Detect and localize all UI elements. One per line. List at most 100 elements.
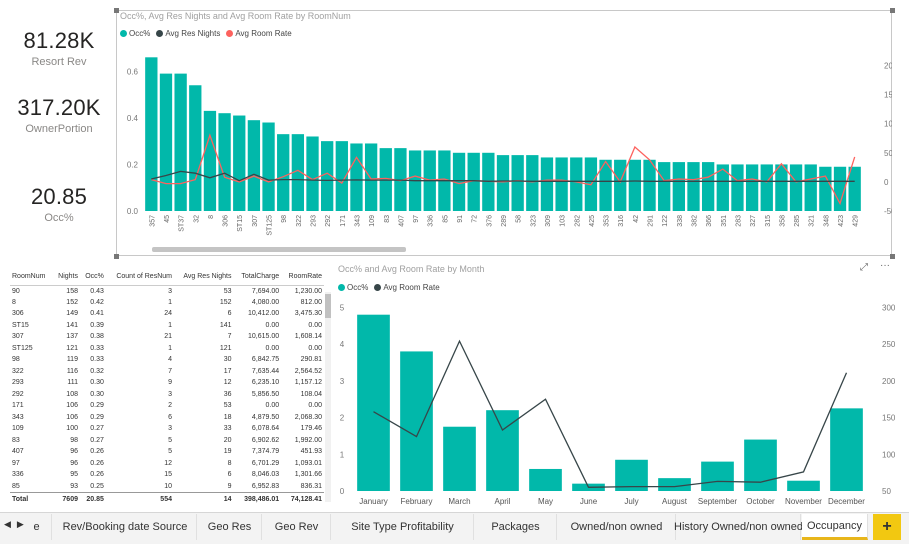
x-tick-label: 282 [574, 215, 581, 227]
table-cell: 33 [223, 425, 232, 433]
x-tick-label: October [746, 497, 775, 506]
table-cell: 1,301.66 [294, 471, 322, 479]
table-cell: 0.26 [90, 448, 104, 456]
column-header[interactable]: Nights [52, 268, 80, 286]
page-tab[interactable]: Site Type Profitability [332, 514, 474, 540]
table-cell: 0.00 [308, 321, 322, 329]
x-tick-label: ST125 [267, 215, 274, 236]
y-right-tick-label: 2000 [884, 61, 892, 70]
legend-item[interactable]: Avg Room Rate [226, 29, 292, 38]
column-header[interactable]: Count of ResNum [105, 268, 174, 286]
table-row[interactable]: 293 111 0.30 9 12 6,235.10 1,157.12 [10, 377, 324, 389]
column-header[interactable]: Occ% [79, 268, 106, 286]
page-tab[interactable]: Occupancy [802, 514, 868, 540]
y-left-tick-label: 4 [340, 340, 345, 349]
scroll-thumb[interactable] [325, 294, 331, 318]
y-left-tick-label: 0.6 [127, 67, 139, 76]
column-header[interactable]: TotalCharge [233, 268, 282, 286]
table-row[interactable]: 306 149 0.41 24 6 10,412.00 3,475.30 [10, 308, 324, 320]
table-row[interactable]: 97 96 0.26 12 8 6,701.29 1,093.01 [10, 458, 324, 470]
occ-bar [529, 468, 562, 491]
resize-handle[interactable] [890, 8, 895, 13]
table-row[interactable]: 109 100 0.27 3 33 6,078.64 179.46 [10, 423, 324, 435]
table-row[interactable]: 322 116 0.32 7 17 7,635.44 2,564.52 [10, 366, 324, 378]
resize-handle[interactable] [114, 254, 119, 259]
table-row[interactable]: 307 137 0.38 21 7 10,615.00 1,608.14 [10, 331, 324, 343]
next-tab-arrow-icon[interactable]: ▶ [16, 519, 24, 529]
avg-res-nights-line [151, 170, 855, 182]
table-cell: 106 [66, 413, 78, 421]
page-tab[interactable]: Geo Rev [263, 514, 331, 540]
focus-mode-icon[interactable]: ⤢ [860, 262, 868, 273]
legend-item[interactable]: Occ% [338, 283, 368, 292]
x-tick-label: ST37 [179, 215, 186, 232]
x-tick-label: 103 [560, 215, 567, 227]
x-tick-label: 122 [662, 215, 669, 227]
table-cell: 0.00 [308, 344, 322, 352]
x-tick-label: 338 [677, 215, 684, 227]
table-vertical-scrollbar[interactable] [325, 292, 331, 502]
chart1-selection-frame[interactable] [116, 10, 892, 256]
page-tab[interactable]: Rev/Booking date Source [54, 514, 197, 540]
legend-item[interactable]: Avg Room Rate [374, 283, 440, 292]
y-right-tick-label: 200 [882, 377, 896, 386]
more-options-icon[interactable]: ··· [880, 260, 890, 271]
occ-bar [467, 152, 480, 211]
page-tab[interactable]: Geo Res [198, 514, 262, 540]
table-cell: 93 [70, 482, 78, 490]
resize-handle[interactable] [890, 254, 895, 259]
page-tab[interactable]: e [22, 514, 52, 540]
column-header[interactable]: Avg Res Nights [173, 268, 234, 286]
column-header[interactable]: RoomNum [10, 268, 53, 286]
table-row[interactable]: 83 98 0.27 5 20 6,902.62 1,992.00 [10, 435, 324, 447]
table-row[interactable]: 343 106 0.29 6 18 4,879.50 2,068.30 [10, 412, 324, 424]
legend-item[interactable]: Occ% [120, 29, 150, 38]
table-cell: 0.43 [90, 287, 104, 295]
page-tab[interactable]: Packages [475, 514, 557, 540]
prev-tab-arrow-icon[interactable]: ◀ [4, 519, 11, 529]
add-page-button[interactable]: + [873, 514, 901, 540]
x-tick-label: ST15 [237, 215, 244, 232]
table-row[interactable]: 336 95 0.26 15 6 8,046.03 1,301.66 [10, 469, 324, 481]
table-row[interactable]: 98 119 0.33 4 30 6,842.75 290.81 [10, 354, 324, 366]
occ-bar [277, 134, 290, 211]
table-row[interactable]: 407 96 0.26 5 19 7,374.79 451.93 [10, 446, 324, 458]
chart2-plot[interactable]: 5 4 3 2 1 0 300 250 200 150 100 50 January February Ma… [334, 292, 904, 512]
x-tick-label: 425 [589, 215, 596, 227]
occ-bar [599, 159, 612, 211]
chart1-horizontal-scrollbar[interactable] [152, 247, 406, 252]
table-row[interactable]: 90 158 0.43 3 53 7,694.00 1,230.00 [10, 285, 324, 297]
table-row[interactable]: 171 106 0.29 2 53 0.00 0.00 [10, 400, 324, 412]
table-cell: 290.81 [300, 356, 322, 364]
y-right-tick-label: 150 [882, 414, 896, 423]
table-row[interactable]: 292 108 0.30 3 36 5,856.50 108.04 [10, 389, 324, 401]
y-left-tick-label: 2 [340, 414, 345, 423]
occ-bar [745, 164, 759, 211]
table-cell: 336 [12, 471, 24, 479]
table-cell: 111 [67, 379, 78, 387]
chart1-title: Occ%, Avg Res Nights and Avg Room Rate b… [120, 11, 351, 21]
table-cell: 95 [70, 471, 78, 479]
table-cell: 8 [12, 298, 16, 306]
page-tab[interactable]: History Owned/non owned [674, 514, 803, 540]
column-header[interactable]: RoomRate [281, 268, 324, 286]
table-row[interactable]: 85 93 0.25 10 9 6,952.83 836.31 [10, 481, 324, 493]
table-row[interactable]: 8 152 0.42 1 152 4,080.00 812.00 [10, 297, 324, 309]
y-right-tick-label: 0 [884, 178, 889, 187]
table-cell: 4,879.50 [251, 413, 280, 421]
table-cell: 1 [168, 344, 172, 352]
legend-item[interactable]: Avg Res Nights [156, 29, 220, 38]
table-cell: 0.32 [90, 367, 104, 375]
x-tick-label: 291 [648, 215, 655, 227]
y-right-tick-label: 100 [882, 450, 896, 459]
x-tick-label: 315 [765, 215, 772, 227]
room-table[interactable]: RoomNum Nights Occ% Count of ResNum Avg Res … [10, 268, 324, 512]
table-cell: 18 [223, 413, 232, 421]
table-cell: 7 [227, 333, 232, 341]
resize-handle[interactable] [114, 8, 119, 13]
occ-bar [658, 162, 671, 211]
table-row[interactable]: ST125 121 0.33 1 121 0.00 0.00 [10, 343, 324, 355]
page-tab[interactable]: Owned/non owned [558, 514, 676, 540]
table-row[interactable]: ST15 141 0.39 1 141 0.00 0.00 [10, 320, 324, 332]
